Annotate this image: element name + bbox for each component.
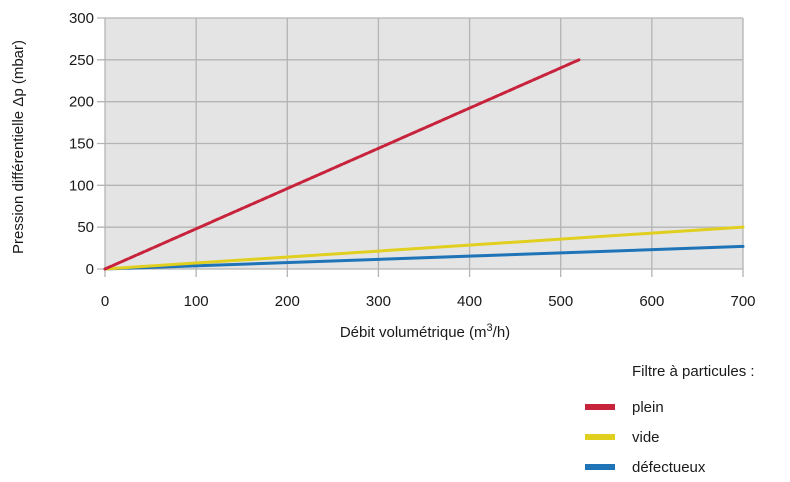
legend-swatch-defectueux — [585, 464, 615, 470]
legend-label-defectueux: défectueux — [632, 458, 706, 476]
y-tick-label-0: 0 — [86, 261, 94, 278]
x-tick-label-200: 200 — [275, 293, 300, 310]
x-tick-label-300: 300 — [366, 293, 391, 310]
grid — [97, 17, 744, 277]
x-axis-label: Débit volumétrique (m3/h) — [340, 322, 510, 341]
series-line-defectueux — [103, 244, 745, 271]
x-axis-ticks: 0 100 200 300 400 500 600 700 — [101, 293, 756, 310]
legend-label-plein: plein — [632, 398, 664, 416]
y-tick-label-300: 300 — [69, 10, 94, 27]
series-lines — [103, 58, 745, 271]
series-line-plein — [103, 58, 581, 271]
y-axis-ticks: 0 50 100 150 200 250 300 — [69, 10, 94, 278]
legend-swatch-plein — [585, 404, 615, 410]
legend-label-vide: vide — [632, 428, 660, 446]
legend-item-defectueux: défectueux — [580, 452, 785, 482]
y-axis-label: Pression différentielle Δp (mbar) — [10, 40, 27, 254]
series-line-vide — [103, 225, 745, 271]
x-tick-label-600: 600 — [639, 293, 664, 310]
x-tick-label-500: 500 — [548, 293, 573, 310]
legend-swatch-vide — [585, 434, 615, 440]
y-tick-label-100: 100 — [69, 177, 94, 194]
y-tick-label-250: 250 — [69, 52, 94, 69]
y-tick-label-50: 50 — [77, 219, 94, 236]
x-tick-label-100: 100 — [184, 293, 209, 310]
y-tick-label-200: 200 — [69, 94, 94, 111]
y-tick-label-150: 150 — [69, 136, 94, 153]
legend-item-plein: plein — [580, 392, 785, 422]
legend: Filtre à particules : plein vide défectu… — [580, 363, 785, 482]
x-tick-label-400: 400 — [457, 293, 482, 310]
legend-item-vide: vide — [580, 422, 785, 452]
x-tick-label-700: 700 — [730, 293, 755, 310]
legend-title: Filtre à particules : — [632, 363, 755, 380]
x-tick-label-0: 0 — [101, 293, 109, 310]
